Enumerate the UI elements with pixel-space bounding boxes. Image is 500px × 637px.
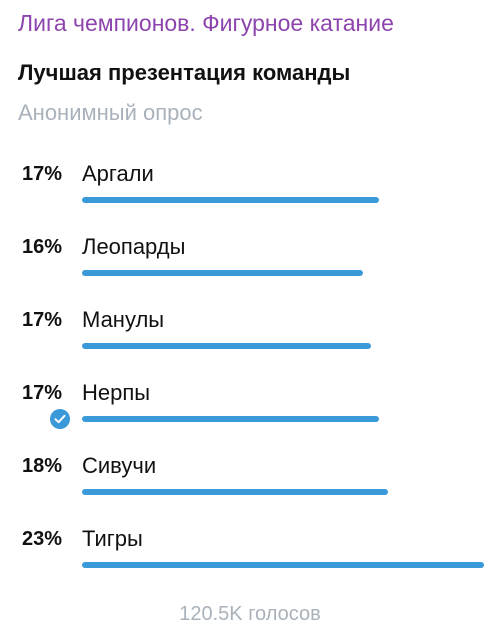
option-result-bar (82, 416, 379, 422)
option-result-bar (82, 197, 379, 203)
option-label: Нерпы (82, 380, 151, 405)
option-result-bar (82, 489, 388, 495)
total-votes[interactable]: 120.5K голосов (179, 603, 321, 625)
poll-option-manuly[interactable]: 17% Манулы (0, 306, 500, 366)
option-percent: 18% (22, 455, 63, 477)
poll-option-tigry[interactable]: 23% Тигры (0, 525, 500, 585)
option-result-bar (82, 270, 363, 276)
option-result-bar (82, 343, 371, 349)
option-label: Леопарды (82, 234, 186, 259)
option-label: Сивучи (82, 453, 157, 478)
option-percent: 17% (22, 163, 63, 185)
poll-type-label: Анонимный опрос (18, 100, 203, 125)
option-percent: 23% (22, 528, 63, 550)
poll-option-leopardy[interactable]: 16% Леопарды (0, 233, 500, 293)
channel-title[interactable]: Лига чемпионов. Фигурное катание (18, 10, 394, 36)
poll-option-sivuchi[interactable]: 18% Сивучи (0, 452, 500, 512)
option-label: Аргали (82, 161, 154, 186)
option-label: Тигры (82, 526, 143, 551)
checkmark-glyph (54, 414, 66, 424)
option-percent: 17% (22, 382, 63, 404)
poll-option-argali[interactable]: 17% Аргали (0, 160, 500, 220)
check-circle-icon (50, 409, 70, 429)
option-percent: 16% (22, 236, 63, 258)
poll-option-nerpy[interactable]: 17% Нерпы (0, 379, 500, 439)
option-result-bar (82, 562, 484, 568)
poll-question: Лучшая презентация команды (18, 60, 351, 85)
option-percent: 17% (22, 309, 63, 331)
option-label: Манулы (82, 307, 165, 332)
